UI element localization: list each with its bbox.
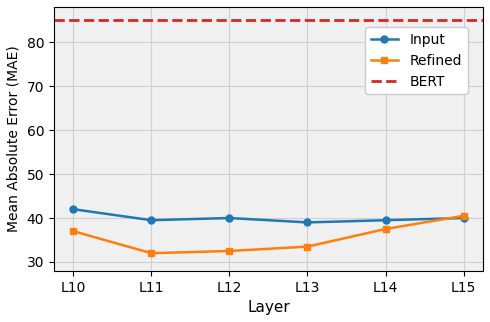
- Input: [148, 218, 154, 222]
- Line: Refined: Refined: [70, 212, 467, 257]
- Input: [71, 207, 76, 211]
- Refined: [71, 229, 76, 233]
- Refined: [461, 214, 466, 218]
- Input: [304, 221, 310, 224]
- Refined: [148, 251, 154, 255]
- Refined: [226, 249, 232, 253]
- Refined: [383, 227, 389, 231]
- Line: Input: Input: [70, 206, 467, 226]
- Input: [226, 216, 232, 220]
- Refined: [304, 245, 310, 249]
- BERT: [148, 18, 154, 22]
- X-axis label: Layer: Layer: [247, 300, 290, 315]
- Input: [461, 216, 466, 220]
- Y-axis label: Mean Absolute Error (MAE): Mean Absolute Error (MAE): [7, 45, 21, 232]
- BERT: [71, 18, 76, 22]
- Input: [383, 218, 389, 222]
- Legend: Input, Refined, BERT: Input, Refined, BERT: [365, 27, 467, 94]
